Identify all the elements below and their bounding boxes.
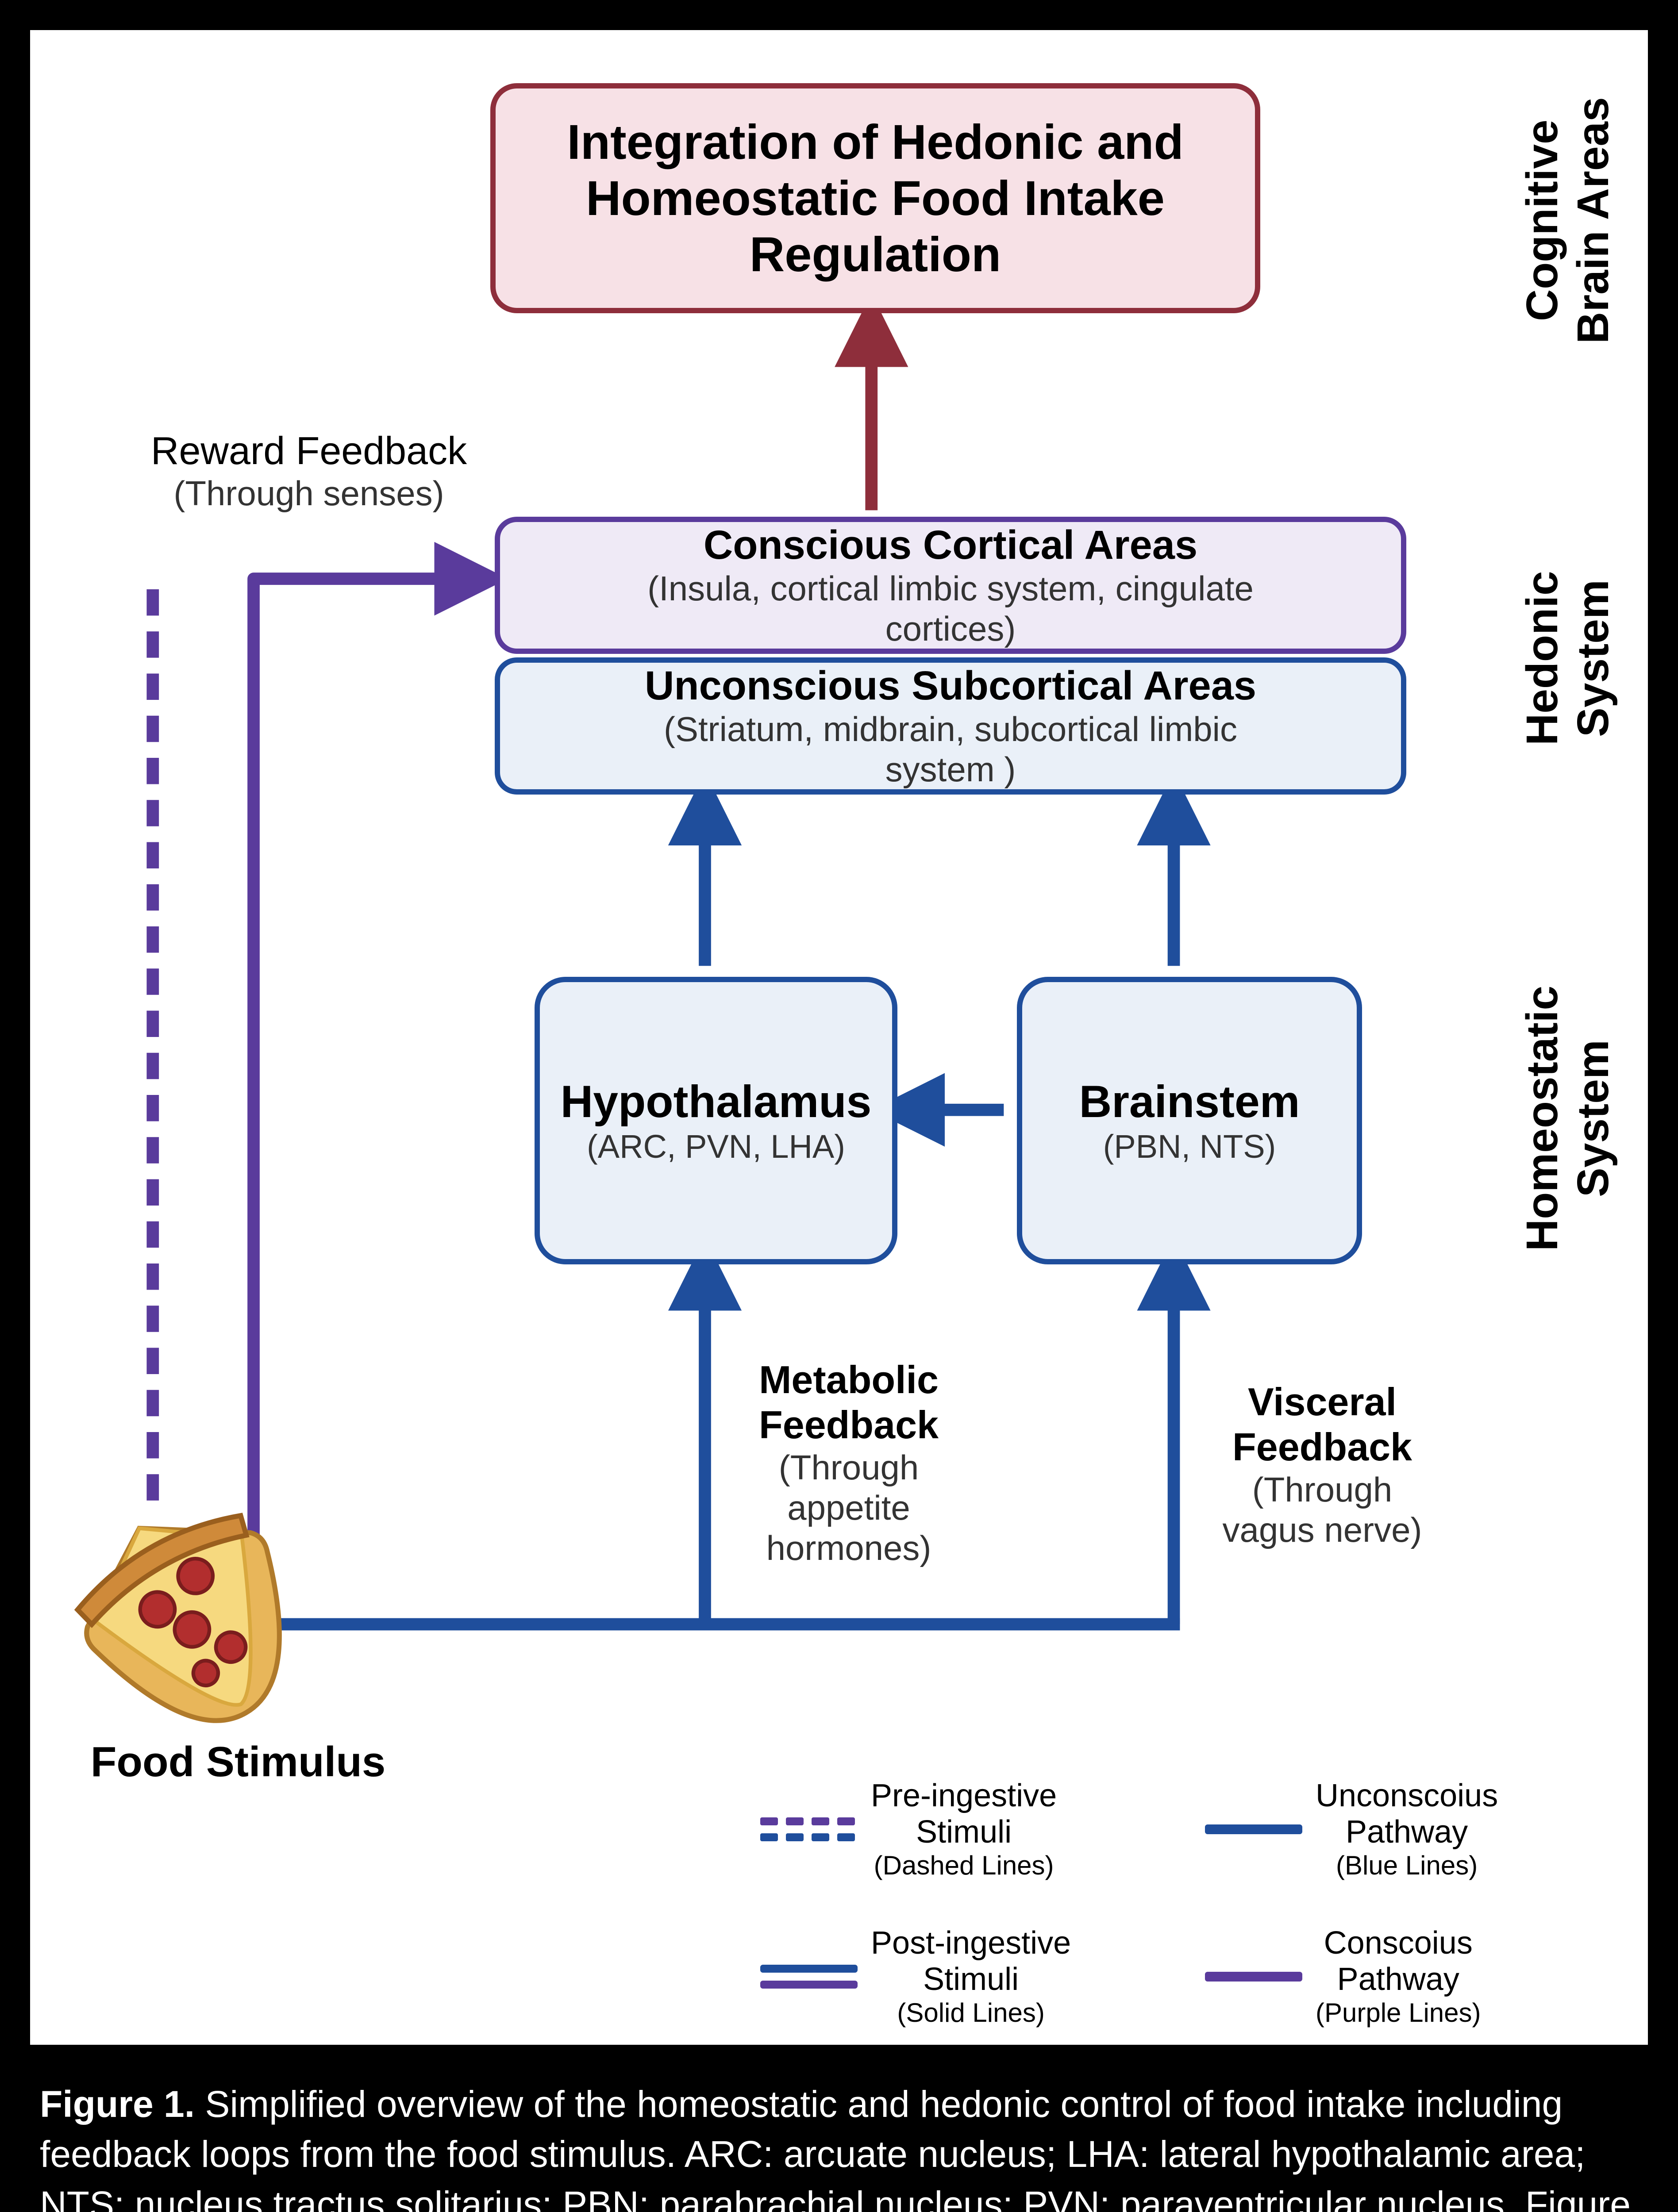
arrow-reward_solid [254,579,486,1624]
reward-feedback-label: Reward Feedback (Through senses) [132,428,486,514]
hypothalamus-title: Hypothalamus [561,1076,872,1128]
legend-swatch [1205,1957,1302,1997]
legend: Pre-ingestiveStimuli(Dashed Lines) Uncons… [760,1778,1623,2046]
legend-text: ConscoiusPathway(Purple Lines) [1316,1925,1481,2028]
legend-item-3: ConscoiusPathway(Purple Lines) [1205,1925,1623,2028]
hypothalamus-sub: (ARC, PVN, LHA) [587,1128,845,1165]
integration-box: Integration of Hedonic andHomeostatic Fo… [490,83,1260,313]
hypothalamus-box: Hypothalamus (ARC, PVN, LHA) [535,977,897,1264]
side-label-hedonic: HedonicSystem [1517,534,1619,782]
legend-text: Pre-ingestiveStimuli(Dashed Lines) [871,1778,1057,1881]
legend-swatch [760,1809,858,1849]
metabolic-feedback-label: MetabolicFeedback (Throughappetitehormon… [725,1357,973,1568]
legend-item-2: Post-ingestiveStimuli(Solid Lines) [760,1925,1178,2028]
unconscious-sub: (Striatum, midbrain, subcortical limbics… [664,709,1237,790]
visceral-title: VisceralFeedback [1198,1379,1446,1470]
unconscious-subcortical-box: Unconscious Subcortical Areas (Striatum,… [495,657,1406,795]
legend-item-1: UnconscoiusPathway(Blue Lines) [1205,1778,1623,1881]
visceral-sub: (Throughvagus nerve) [1198,1470,1446,1550]
conscious-cortical-box: Conscious Cortical Areas (Insula, cortic… [495,517,1406,654]
metabolic-sub: (Throughappetitehormones) [725,1448,973,1568]
legend-text: UnconscoiusPathway(Blue Lines) [1316,1778,1498,1881]
pizza-slice-icon [61,1499,327,1747]
side-label-cognitive: CognitiveBrain Areas [1517,83,1619,357]
conscious-sub: (Insula, cortical limbic system, cingula… [647,568,1254,649]
brainstem-box: Brainstem (PBN, NTS) [1017,977,1362,1264]
figure-caption: Figure 1. Simplified overview of the hom… [40,2079,1633,2212]
metabolic-title: MetabolicFeedback [725,1357,973,1448]
visceral-feedback-label: VisceralFeedback (Throughvagus nerve) [1198,1379,1446,1550]
unconscious-title: Unconscious Subcortical Areas [645,663,1256,709]
side-label-homeostatic: HomeostaticSystem [1517,968,1619,1269]
diagram-canvas: Integration of Hedonic andHomeostatic Fo… [22,22,1656,2053]
legend-text: Post-ingestiveStimuli(Solid Lines) [871,1925,1071,2028]
reward-feedback-title: Reward Feedback [132,428,486,473]
legend-swatch [1205,1809,1302,1849]
brainstem-title: Brainstem [1079,1076,1300,1128]
conscious-title: Conscious Cortical Areas [704,522,1197,568]
frame: Integration of Hedonic andHomeostatic Fo… [0,0,1678,2212]
legend-swatch [760,1957,858,1997]
brainstem-sub: (PBN, NTS) [1103,1128,1276,1165]
reward-feedback-sub: (Through senses) [132,473,486,514]
legend-item-0: Pre-ingestiveStimuli(Dashed Lines) [760,1778,1178,1881]
integration-title: Integration of Hedonic andHomeostatic Fo… [567,114,1183,283]
